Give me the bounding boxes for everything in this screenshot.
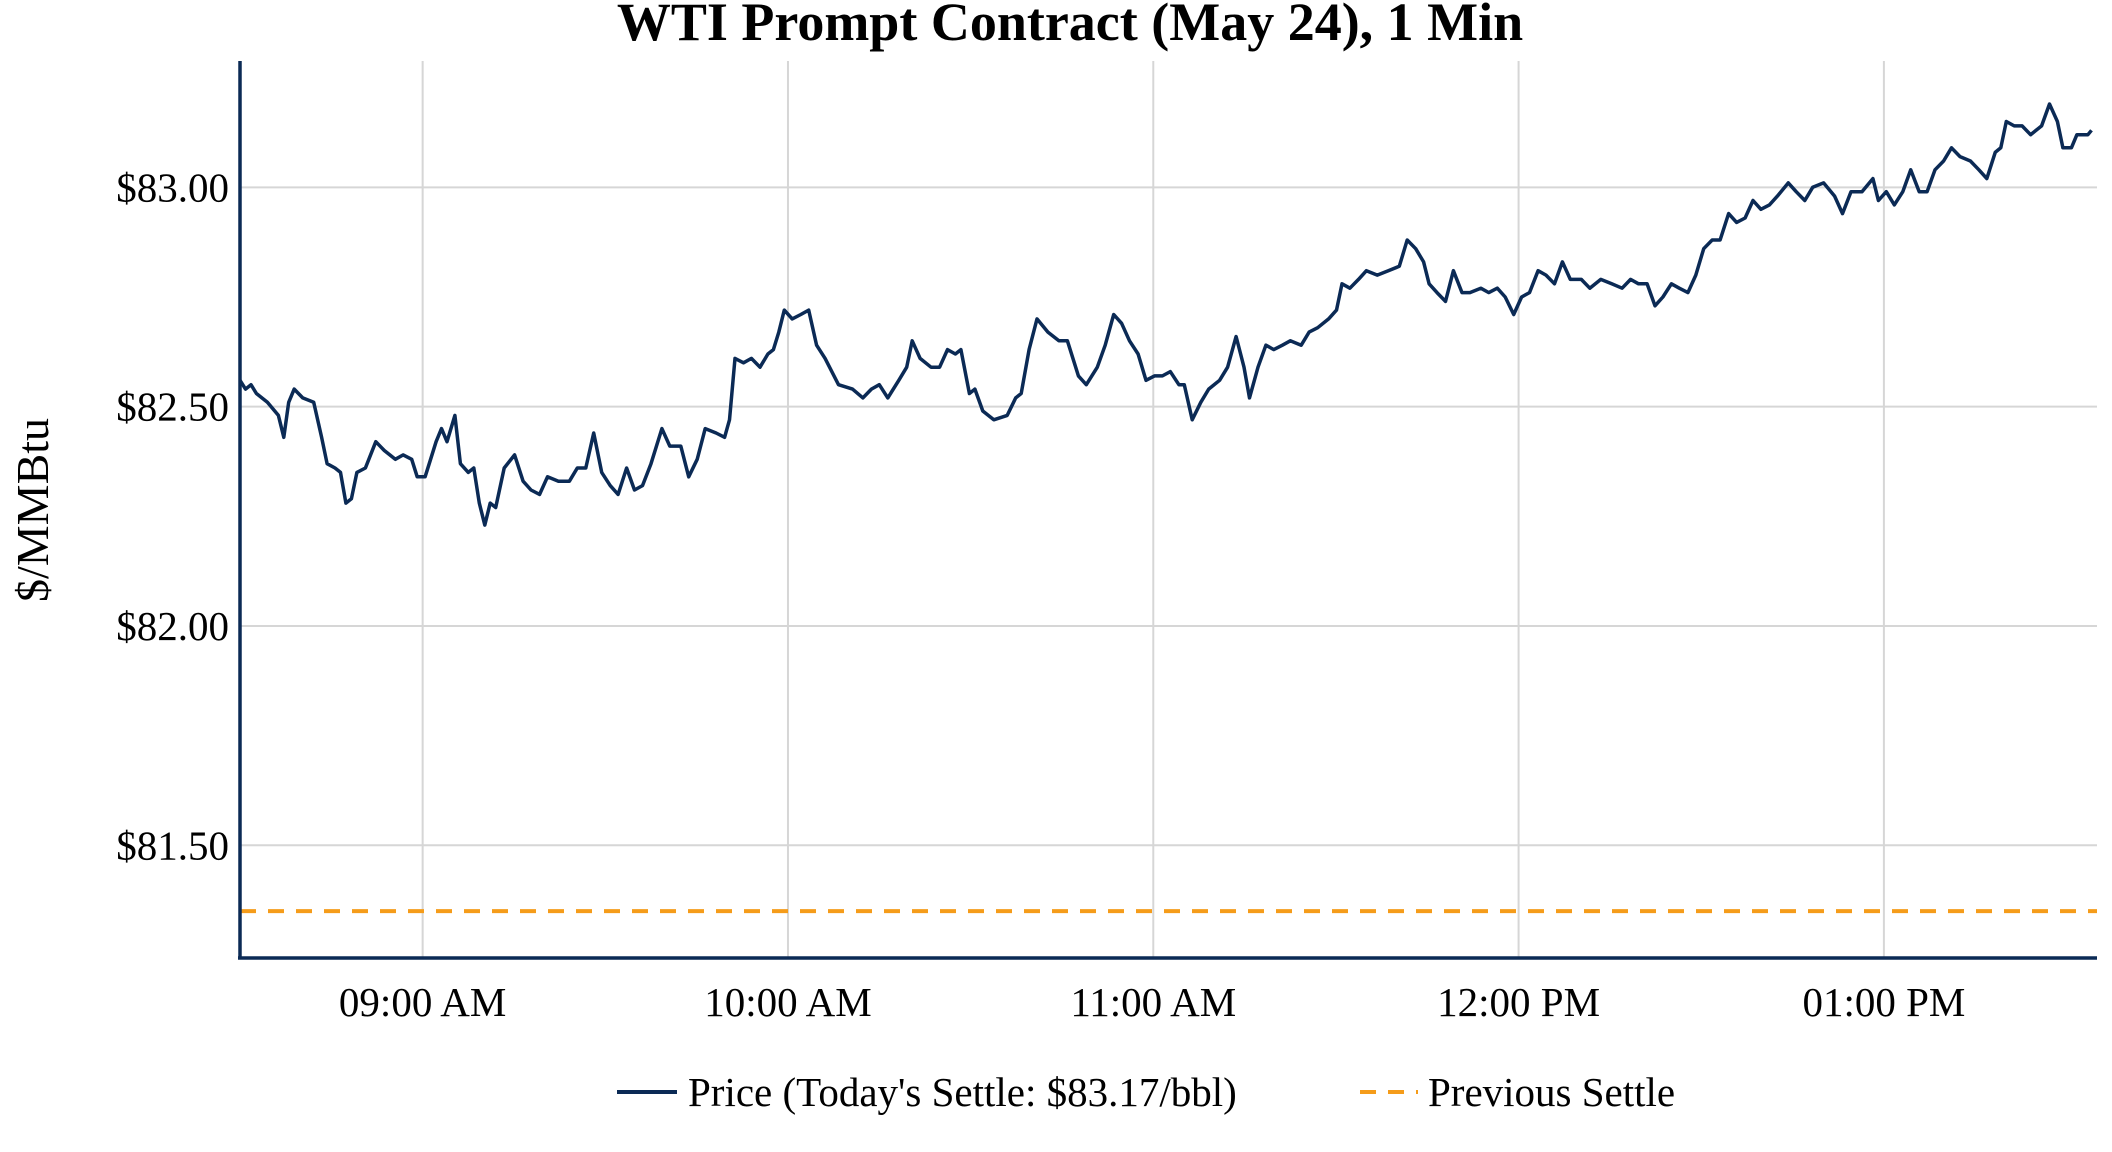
legend-item-previous-settle[interactable]: Previous Settle (1360, 1069, 1675, 1115)
x-tick-label: 11:00 AM (1070, 979, 1236, 1025)
x-tick-label: 12:00 PM (1437, 979, 1600, 1025)
x-tick-label: 10:00 AM (704, 979, 871, 1025)
y-tick-label: $81.50 (116, 822, 229, 868)
series-layer (238, 102, 2097, 914)
y-tick-label: $82.00 (116, 603, 229, 649)
x-tick-label: 09:00 AM (339, 979, 506, 1025)
y-tick-label: $83.00 (116, 164, 229, 210)
grid-lines (240, 61, 2097, 958)
y-tick-label: $82.50 (116, 384, 229, 430)
price-line (238, 102, 2093, 527)
legend-label-price: Price (Today's Settle: $83.17/bbl) (688, 1069, 1237, 1115)
x-tick-labels: 09:00 AM 10:00 AM 11:00 AM 12:00 PM 01:00 PM (339, 979, 1965, 1025)
legend-item-price[interactable]: Price (Today's Settle: $83.17/bbl) (617, 1069, 1237, 1115)
y-tick-labels: $83.00 $82.50 $82.00 $81.50 (116, 164, 229, 868)
x-tick-label: 01:00 PM (1802, 979, 1965, 1025)
chart-title: WTI Prompt Contract (May 24), 1 Min (617, 0, 1523, 52)
legend: Price (Today's Settle: $83.17/bbl) Previ… (617, 1069, 1675, 1115)
y-axis-label: $/MMBtu (7, 418, 58, 602)
legend-label-previous-settle: Previous Settle (1428, 1069, 1675, 1115)
